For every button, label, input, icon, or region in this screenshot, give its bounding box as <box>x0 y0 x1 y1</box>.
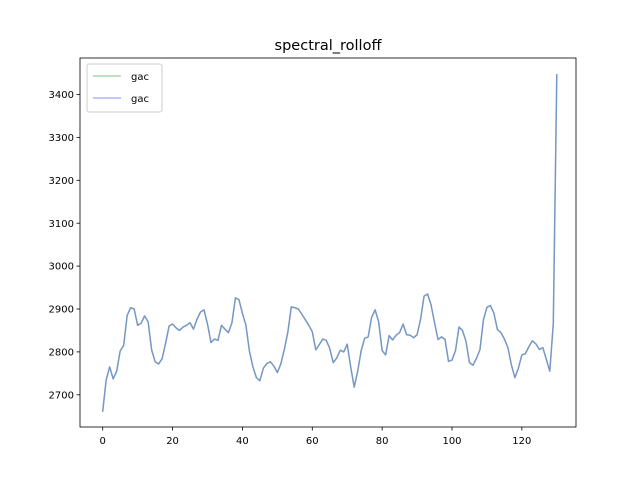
x-tick-label-60: 60 <box>306 436 319 447</box>
x-tick-label-120: 120 <box>512 436 531 447</box>
axes-frame <box>79 57 577 428</box>
legend-box <box>86 63 163 113</box>
y-tick-label-2800: 2800 <box>49 348 74 359</box>
legend-label-0: gac <box>131 72 149 83</box>
y-tick-label-3000: 3000 <box>49 262 74 273</box>
y-tick-label-2900: 2900 <box>49 305 74 316</box>
series-layer <box>101 73 558 412</box>
series-line-1 <box>101 73 558 412</box>
legend-label-1: gac <box>131 94 149 105</box>
legend: gac gac <box>86 63 163 113</box>
y-tick-label-3300: 3300 <box>49 133 74 144</box>
x-tick-label-0: 0 <box>100 436 106 447</box>
y-tick-label-3400: 3400 <box>49 90 74 101</box>
axes-layer: 0 20 40 60 80 100 120 2700 2800 2900 3000 3100 3200 3… <box>49 57 577 447</box>
x-tick-label-40: 40 <box>236 436 249 447</box>
y-tick-label-3200: 3200 <box>49 176 74 187</box>
chart-title: spectral_rolloff <box>275 38 383 54</box>
y-tick-label-3100: 3100 <box>49 219 74 230</box>
y-tick-label-2700: 2700 <box>49 390 74 401</box>
x-tick-label-100: 100 <box>442 436 461 447</box>
x-tick-label-20: 20 <box>166 436 179 447</box>
series-line-0 <box>101 73 558 412</box>
x-tick-label-80: 80 <box>376 436 389 447</box>
